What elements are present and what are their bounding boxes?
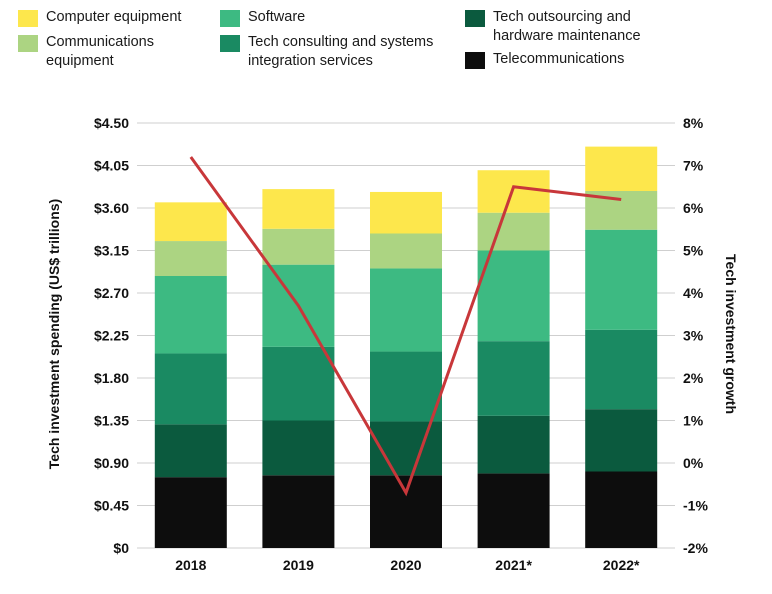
y-axis-title: Tech investment spending (US$ trillions)	[46, 199, 62, 469]
y-axis-left: $0 $0.45 $0.90 $1.35 $1.80 $2.25 $2.70 $3.15 $3.…	[94, 115, 129, 556]
y2-tick-label: 5%	[683, 243, 704, 259]
y-tick-label: $3.60	[94, 200, 129, 216]
y2-tick-label: 2%	[683, 370, 704, 386]
bar-segment	[262, 189, 335, 229]
bar-segment	[477, 212, 550, 251]
legend-item-tech-outsourcing: Tech outsourcing and hardware maintenanc…	[465, 8, 665, 46]
legend-item-computer-equipment: Computer equipment	[18, 8, 218, 27]
legend-swatch-telecommunications	[465, 52, 485, 69]
bar-segment	[262, 346, 335, 421]
legend-label: Software	[248, 9, 306, 25]
bar-segment	[154, 276, 227, 354]
y2-axis-title: Tech investment growth	[723, 254, 739, 414]
bar-segment	[154, 353, 227, 425]
growth-line	[189, 156, 622, 497]
y-tick-label: $4.50	[94, 115, 129, 131]
legend-label: Tech outsourcing and hardware maintenanc…	[493, 9, 641, 44]
bar-segment	[585, 409, 658, 472]
bar-segment	[585, 229, 658, 330]
bar-segment	[585, 329, 658, 410]
y2-tick-label: -2%	[683, 540, 708, 556]
x-tick-label: 2020	[390, 557, 421, 573]
bar-segment	[477, 250, 550, 342]
y-tick-label: $1.35	[94, 413, 129, 429]
y2-tick-label: 0%	[683, 455, 704, 471]
y-tick-label: $2.70	[94, 285, 129, 301]
legend-swatch-tech-consulting	[220, 35, 240, 52]
legend-label: Computer equipment	[46, 9, 182, 25]
bar-segment	[370, 268, 442, 352]
y-tick-label: $1.80	[94, 370, 129, 386]
legend-item-telecommunications: Telecommunications	[465, 50, 665, 69]
legend-swatch-computer-equipment	[18, 10, 38, 27]
bar-segment	[585, 146, 658, 191]
bar-segment	[585, 471, 658, 548]
y2-tick-label: 6%	[683, 200, 704, 216]
x-axis: 2018 2019 2020 2021* 2022*	[175, 557, 640, 573]
y2-tick-label: 7%	[683, 158, 704, 174]
bar-segment	[262, 420, 335, 476]
y-tick-label: $0.45	[94, 498, 129, 514]
legend-label: Telecommunications	[493, 51, 625, 67]
bar-segment	[370, 351, 442, 422]
y-tick-label: $3.15	[94, 243, 129, 259]
chart-legend: Computer equipment Communications equipm…	[0, 0, 772, 80]
x-tick-label: 2022*	[603, 557, 640, 573]
legend-label: Tech consulting and systems integration …	[248, 34, 434, 69]
bar-segment	[262, 475, 335, 548]
bar-segment	[154, 424, 227, 478]
legend-item-communications-equipment: Communications equipment	[18, 33, 193, 71]
legend-swatch-communications-equipment	[18, 35, 38, 52]
bar-segment	[370, 233, 442, 269]
y2-tick-label: 3%	[683, 328, 704, 344]
bar-segment	[370, 191, 442, 234]
x-tick-label: 2019	[283, 557, 314, 573]
y2-tick-label: -1%	[683, 498, 708, 514]
legend-item-software: Software	[220, 8, 420, 27]
bar-segment	[477, 170, 550, 213]
legend-swatch-tech-outsourcing	[465, 10, 485, 27]
y-tick-label: $4.05	[94, 158, 129, 174]
y2-tick-label: 1%	[683, 413, 704, 429]
legend-label: Communications equipment	[46, 34, 154, 69]
y-tick-label: $2.25	[94, 328, 129, 344]
x-tick-label: 2021*	[495, 557, 532, 573]
y-tick-label: $0.90	[94, 455, 129, 471]
y-axis-right: -2% -1% 0% 1% 2% 3% 4% 5% 6% 7% 8%	[683, 115, 708, 556]
bars	[154, 146, 658, 548]
y2-tick-label: 8%	[683, 115, 704, 131]
y2-tick-label: 4%	[683, 285, 704, 301]
x-tick-label: 2018	[175, 557, 206, 573]
legend-swatch-software	[220, 10, 240, 27]
bar-segment	[477, 341, 550, 416]
legend-item-tech-consulting: Tech consulting and systems integration …	[220, 33, 450, 71]
bar-segment	[477, 415, 550, 474]
bar-segment	[154, 202, 227, 242]
growth-line-layer	[189, 156, 622, 497]
y-tick-label: $0	[113, 540, 129, 556]
bar-segment	[154, 241, 227, 276]
bar-segment	[477, 473, 550, 548]
bar-segment	[370, 475, 442, 548]
bar-segment	[154, 477, 227, 548]
bar-segment	[262, 228, 335, 265]
